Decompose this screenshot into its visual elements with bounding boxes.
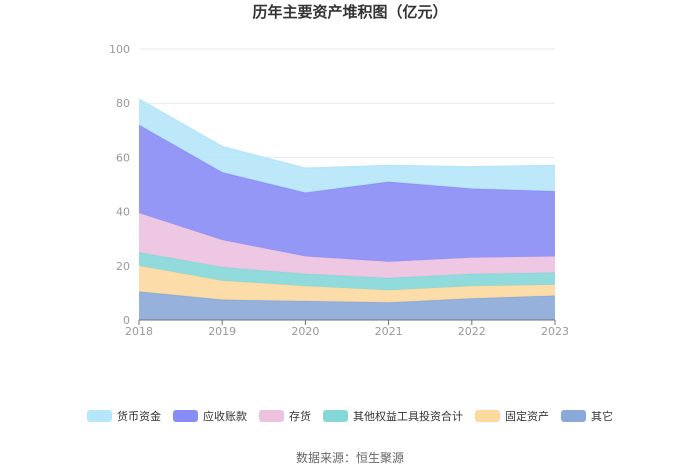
area-series-4	[139, 124, 555, 262]
area-series-1	[139, 265, 555, 303]
legend-item[interactable]: 应收账款	[173, 409, 247, 423]
x-tick-label: 2018	[125, 325, 153, 338]
legend-swatch	[323, 410, 348, 422]
legend-swatch	[259, 410, 284, 422]
legend-item[interactable]: 其他权益工具投资合计	[323, 409, 463, 423]
legend-label: 应收账款	[203, 409, 247, 423]
y-tick-label: 60	[116, 151, 130, 164]
y-tick-label: 100	[109, 43, 130, 56]
legend-label: 其它	[591, 409, 613, 423]
legend-item[interactable]: 货币资金	[87, 409, 161, 423]
legend-label: 货币资金	[117, 409, 161, 423]
axes: 0 20 40 60 80 100 2018 2019 2020 2021 2022 2023	[109, 43, 569, 338]
x-tick-label: 2020	[291, 325, 319, 338]
x-tick-label: 2019	[208, 325, 236, 338]
source-note: 数据来源：恒生聚源	[296, 450, 404, 465]
legend-label: 其他权益工具投资合计	[353, 409, 463, 423]
legend-item[interactable]: 其它	[561, 409, 613, 423]
area-series-2	[139, 252, 555, 291]
x-tick-label: 2023	[541, 325, 569, 338]
chart-title: 历年主要资产堆积图（亿元）	[252, 3, 447, 21]
x-tick-label: 2022	[458, 325, 486, 338]
legend-item[interactable]: 存货	[259, 409, 311, 423]
legend-label: 存货	[289, 409, 311, 423]
legend-swatch	[561, 410, 586, 422]
area-series-3	[139, 212, 555, 278]
area-series-group	[138, 98, 556, 320]
legend-swatch	[173, 410, 198, 422]
legend-label: 固定资产	[505, 409, 549, 423]
area-series-5	[139, 99, 555, 193]
legend-swatch	[475, 410, 500, 422]
legend: 货币资金 应收账款 存货 其他权益工具投资合计 固定资产 其它	[87, 409, 613, 423]
area-series-0	[139, 291, 555, 320]
area-line-series-5	[138, 98, 556, 169]
x-tick-label: 2021	[375, 325, 403, 338]
y-tick-label: 0	[123, 314, 130, 327]
y-tick-label: 80	[116, 97, 130, 110]
legend-item[interactable]: 固定资产	[475, 409, 549, 423]
legend-swatch	[87, 410, 112, 422]
y-tick-label: 40	[116, 206, 130, 219]
y-tick-label: 20	[116, 260, 130, 273]
